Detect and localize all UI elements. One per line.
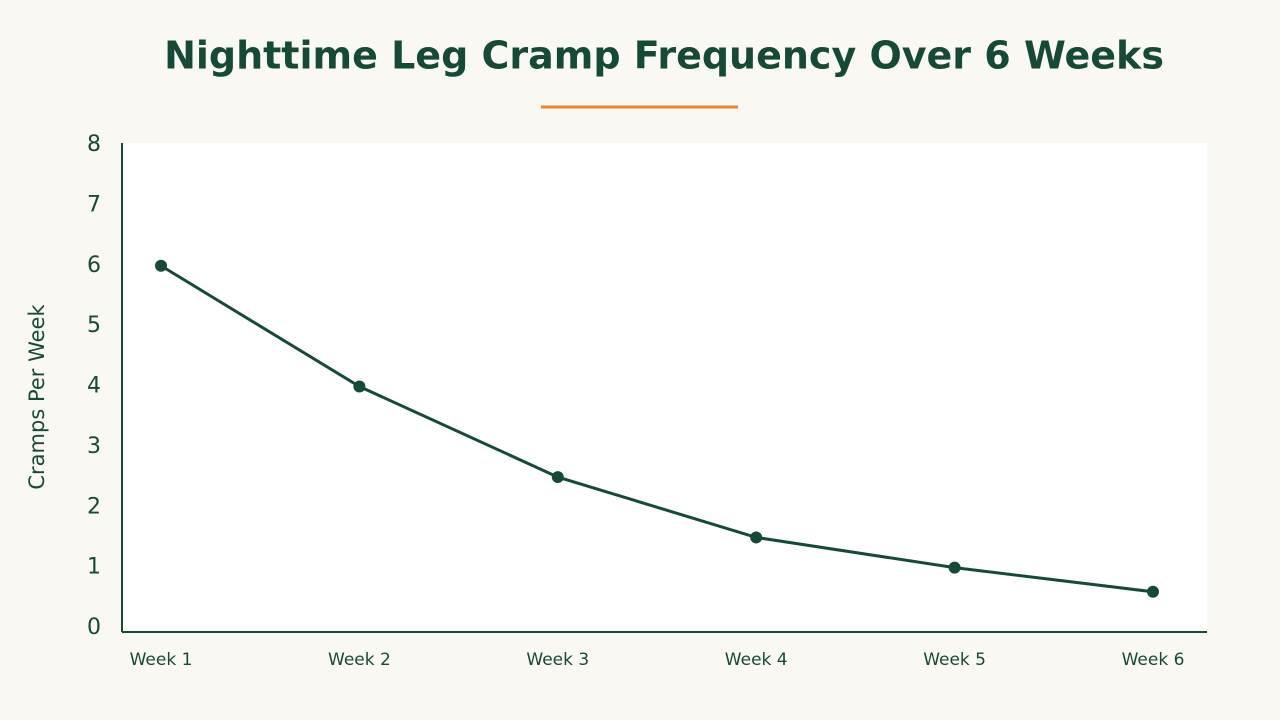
y-tick-label: 6 [87,253,101,278]
y-tick-label: 1 [87,555,101,580]
data-point [551,471,564,484]
y-tick-label: 4 [87,374,101,399]
x-tick-label: Week 3 [526,650,589,670]
x-tick-label: Week 2 [328,650,391,670]
data-point [1147,585,1159,598]
data-point [948,561,961,574]
y-tick-label: 3 [87,434,101,459]
x-tick-label: Week 6 [1122,650,1185,670]
plot-area [122,143,1207,632]
x-tick-label: Week 5 [923,650,986,670]
y-tick-label: 0 [87,615,101,640]
data-point [353,380,366,393]
y-tick-label: 2 [87,494,101,519]
data-line [160,264,1154,594]
chart-title: Nighttime Leg Cramp Frequency Over 6 Wee… [164,34,1164,78]
x-tick-label: Week 4 [725,650,788,670]
data-point [155,259,167,272]
y-tick-label: 8 [87,132,101,157]
y-tick-label: 7 [87,192,101,217]
y-tick-label: 5 [87,313,101,338]
y-axis-label: Cramps Per Week [25,304,49,490]
x-tick-label: Week 1 [130,650,193,670]
data-point [750,531,763,544]
